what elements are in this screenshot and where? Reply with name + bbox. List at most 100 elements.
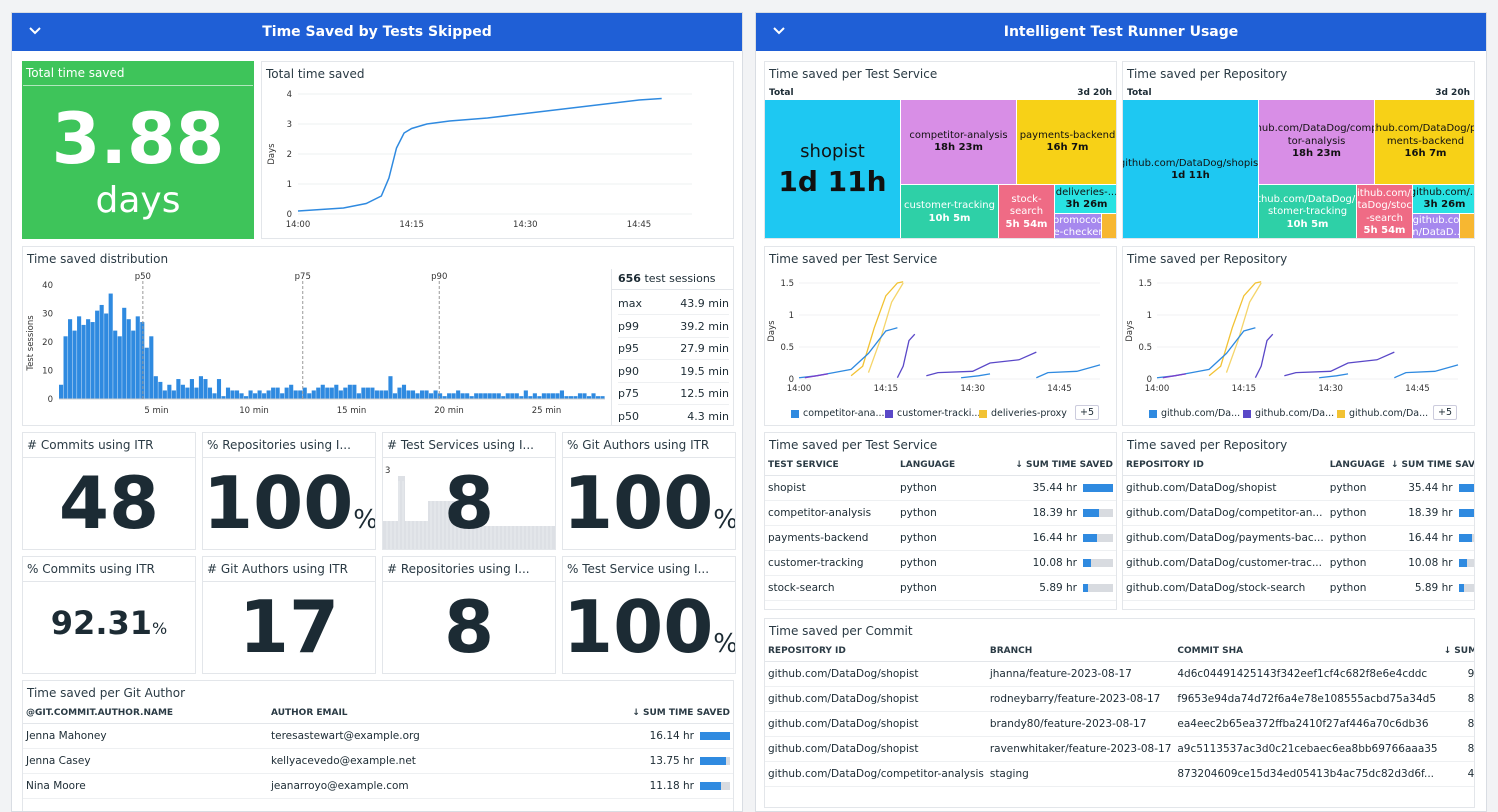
- chevron-down-icon[interactable]: [770, 22, 788, 40]
- col-sum-time-saved[interactable]: ↓ SUM TIME SAVED: [978, 455, 1116, 476]
- kpi-widget[interactable]: # Repositories using I... 8: [382, 556, 556, 674]
- y-tick-label: 0: [1147, 375, 1152, 385]
- table-row[interactable]: github.com/DataDog/competitor-an... pytho…: [1123, 500, 1474, 526]
- table-cell: python: [897, 575, 979, 601]
- legend-item[interactable]: github.com/Da...: [1337, 408, 1428, 419]
- histogram-bar: [365, 387, 370, 399]
- kpi-widget[interactable]: # Git Authors using ITR 17: [202, 556, 376, 674]
- table-row[interactable]: github.com/DataDog/shopist jhanna/feature…: [765, 661, 1474, 687]
- treemap-cell[interactable]: competitor-analysis 18h 23m: [901, 100, 1016, 184]
- table-repo-widget[interactable]: Time saved per Repository REPOSITORY ID …: [1122, 432, 1475, 610]
- y-tick-label: 2: [287, 150, 292, 160]
- table-row[interactable]: payments-backend python 16.44 hr: [765, 525, 1116, 551]
- kpi-widget[interactable]: % Git Authors using ITR 100%: [562, 432, 736, 550]
- sum-time-value: 11.18 hr: [649, 780, 694, 792]
- treemap-service-widget[interactable]: Time saved per Test Service Total 3d 20h…: [764, 61, 1117, 239]
- treemap-repo-widget[interactable]: Time saved per Repository Total 3d 20h g…: [1122, 61, 1475, 239]
- table-row[interactable]: Jenna Mahoney teresastewart@example.org 16…: [23, 723, 733, 749]
- authors-table-widget[interactable]: Time saved per Git Author @GIT.COMMIT.AU…: [22, 680, 734, 811]
- legend-more-button[interactable]: +5: [1075, 405, 1100, 420]
- treemap-cell[interactable]: deliveries-... 3h 26m: [1055, 185, 1116, 213]
- table-row[interactable]: github.com/DataDog/shopist ravenwhitaker/…: [765, 736, 1474, 762]
- kpi-widget[interactable]: % Commits using ITR 92.31%: [22, 556, 196, 674]
- treemap-cell[interactable]: github.com/DataDog/cu stomer-tracking10h…: [1259, 185, 1356, 238]
- treemap-cell[interactable]: customer-tracking 10h 5m: [901, 185, 998, 238]
- histogram-bar: [356, 393, 361, 399]
- col-author-email[interactable]: AUTHOR EMAIL: [268, 703, 547, 724]
- sum-time-saved-cell: 35.44 hr: [978, 475, 1116, 501]
- table-row[interactable]: github.com/DataDog/payments-bac... python…: [1123, 525, 1474, 551]
- legend-item[interactable]: deliveries-proxy: [979, 408, 1067, 419]
- legend-item[interactable]: customer-tracki...: [885, 408, 980, 419]
- col-sum-time-saved[interactable]: ↓ SUM TIME SAVED: [1387, 455, 1474, 476]
- table-row[interactable]: stock-search python 5.89 hr: [765, 575, 1116, 601]
- series-line: [804, 373, 829, 379]
- sessions-label: test sessions: [644, 272, 716, 285]
- kpi-widget[interactable]: # Commits using ITR 48: [22, 432, 196, 550]
- histogram-bar: [361, 387, 366, 399]
- table-row[interactable]: competitor-analysis python 18.39 hr: [765, 500, 1116, 526]
- histogram-bar: [429, 393, 434, 399]
- table-commit-widget[interactable]: Time saved per Commit REPOSITORY ID BRAN…: [764, 618, 1475, 808]
- table-row[interactable]: github.com/DataDog/stock-search python 5.8…: [1123, 575, 1474, 601]
- table-service-widget[interactable]: Time saved per Test Service TEST SERVICE…: [764, 432, 1117, 610]
- sum-time-bar-fill: [700, 782, 721, 790]
- total-time-chart-widget[interactable]: Total time saved 0 1 2 3 4 14:00 14:15 14:30 14:…: [261, 61, 734, 239]
- col-repository-id[interactable]: REPOSITORY ID: [765, 641, 987, 662]
- treemap-cell[interactable]: github.com/DataDog/shopist 1d 11h: [1123, 100, 1258, 238]
- y-tick-label: 1: [789, 311, 794, 321]
- table-row[interactable]: github.com/DataDog/shopist brandy80/featu…: [765, 711, 1474, 737]
- table-row[interactable]: Nina Moore jeanarroyo@example.com 11.18 hr: [23, 773, 733, 799]
- treemap-cell[interactable]: stock-search 5h 54m: [999, 185, 1054, 238]
- stat-row: p95 27.9 min: [618, 338, 729, 360]
- sum-time-value: 35.44 hr: [1408, 482, 1453, 494]
- col-sum-time-saved[interactable]: ↓ SUM TIME SAVED: [546, 703, 733, 724]
- left-group-header[interactable]: Time Saved by Tests Skipped: [12, 13, 742, 51]
- line-service-widget[interactable]: Time saved per Test Service 0 0.5 1 1.5 14:0…: [764, 246, 1117, 426]
- sum-time-saved-cell: 8.48 hr: [1440, 711, 1474, 737]
- col-commit-sha[interactable]: COMMIT SHA: [1174, 641, 1441, 662]
- legend-item[interactable]: github.com/Da...: [1243, 408, 1334, 419]
- col-test-service[interactable]: TEST SERVICE: [765, 455, 897, 476]
- kpi-title: % Commits using ITR: [27, 562, 155, 576]
- legend-more-button[interactable]: +5: [1433, 405, 1458, 420]
- kpi-widget[interactable]: % Test Service using I... 100%: [562, 556, 736, 674]
- right-group-header[interactable]: Intelligent Test Runner Usage: [756, 13, 1486, 51]
- total-time-saved-widget[interactable]: Total time saved 3.88 days: [22, 61, 254, 239]
- col-sum-time-saved[interactable]: ↓ SUM TIME SAVED: [1440, 641, 1474, 662]
- col-repository-id[interactable]: REPOSITORY ID: [1123, 455, 1327, 476]
- col-language[interactable]: LANGUAGE: [897, 455, 979, 476]
- col-language[interactable]: LANGUAGE: [1326, 455, 1388, 476]
- treemap-cell[interactable]: github.com/...3h 26m: [1413, 185, 1474, 213]
- legend-item[interactable]: github.com/Da...: [1149, 408, 1240, 419]
- col-branch[interactable]: BRANCH: [986, 641, 1175, 662]
- table-row[interactable]: github.com/DataDog/shopist python 35.44 hr: [1123, 475, 1474, 501]
- sum-time-value: 5.89 hr: [1414, 582, 1453, 594]
- treemap-cell[interactable]: shopist 1d 11h: [765, 100, 900, 238]
- histogram-bar: [90, 322, 95, 399]
- kpi-widget[interactable]: # Test Services using I... 308: [382, 432, 556, 550]
- table-row[interactable]: github.com/DataDog/customer-trac... pytho…: [1123, 550, 1474, 576]
- distribution-title: Time saved distribution: [27, 252, 169, 266]
- legend-item[interactable]: competitor-ana...: [791, 408, 885, 419]
- table-row[interactable]: shopist python 35.44 hr: [765, 475, 1116, 501]
- treemap-cell[interactable]: github.co m/DataD...: [1413, 214, 1459, 238]
- distribution-widget[interactable]: Time saved distribution 0 10 20 30 40 Test se…: [22, 246, 734, 426]
- chevron-down-icon[interactable]: [26, 22, 44, 40]
- table-row[interactable]: github.com/DataDog/shopist rodneybarry/fe…: [765, 686, 1474, 712]
- x-tick-label: 14:45: [1405, 384, 1430, 394]
- treemap-cell[interactable]: payments-backend 16h 7m: [1017, 100, 1116, 184]
- line-repo-widget[interactable]: Time saved per Repository 0 0.5 1 1.5 14:00 1…: [1122, 246, 1475, 426]
- treemap-cell[interactable]: github.com/DataDog/pay ments-backend16h …: [1375, 100, 1474, 184]
- histogram-bar: [280, 393, 285, 399]
- series-line: [926, 351, 1037, 377]
- treemap-cell[interactable]: github.com/DataDog/competi tor-analysis1…: [1259, 100, 1374, 184]
- table-row[interactable]: Jenna Casey kellyacevedo@example.net 13.75…: [23, 748, 733, 774]
- table-row[interactable]: github.com/DataDog/competitor-analysis st…: [765, 761, 1474, 787]
- col-author-name[interactable]: @GIT.COMMIT.AUTHOR.NAME: [23, 703, 268, 724]
- treemap-cell[interactable]: promocod e-checker: [1055, 214, 1101, 238]
- table-row[interactable]: customer-tracking python 10.08 hr: [765, 550, 1116, 576]
- kpi-widget[interactable]: % Repositories using I... 100%: [202, 432, 376, 550]
- series-line: [1162, 373, 1187, 379]
